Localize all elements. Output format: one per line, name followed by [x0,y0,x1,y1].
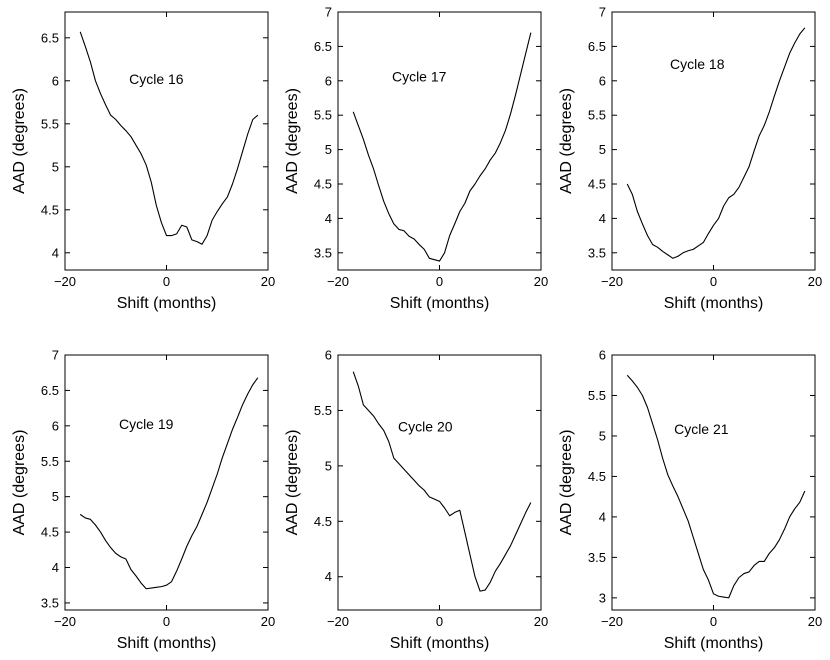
y-tick-label: 5.5 [314,403,332,418]
y-tick-label: 4.5 [314,177,332,192]
series-line [352,371,532,592]
y-axis-label: AAD (degrees) [284,88,301,194]
x-tick-label: −20 [601,614,623,629]
y-tick-label: 5.5 [41,116,59,131]
cycle-annotation: Cycle 20 [398,419,453,435]
y-axis-label: AAD (degrees) [11,430,28,536]
x-axis-label: Shift (months) [664,295,764,312]
y-tick-label: 3.5 [41,595,59,610]
cycle-annotation: Cycle 16 [129,71,184,87]
y-tick-label: 3.5 [588,550,606,565]
y-tick-label: 5 [325,458,332,473]
x-axis-label: Shift (months) [117,635,217,652]
y-axis-label: AAD (degrees) [558,88,575,194]
y-tick-label: 7 [325,5,332,20]
x-axis-label: Shift (months) [390,295,490,312]
plot-frame [64,354,269,611]
y-tick-label: 7 [599,5,606,20]
series-line [626,374,806,599]
cycle-annotation: Cycle 18 [670,56,725,72]
y-tick-label: 4 [52,560,59,575]
y-axis-label: AAD (degrees) [284,430,301,536]
y-tick-label: 5 [52,489,59,504]
y-tick-label: 4 [599,509,606,524]
series-line [626,27,806,259]
x-tick-label: 20 [534,274,548,289]
panel-2: −20 0 20 3.5 4 4.5 5 5.5 6 6.5 7 Shift (months) AAD … [284,5,548,313]
y-tick-label: 6.5 [41,383,59,398]
y-tick-label: 5.5 [588,108,606,123]
y-tick-label: 6.5 [41,30,59,45]
y-tick-label: 5.5 [41,454,59,469]
x-tick-label: 20 [534,614,548,629]
y-tick-label: 4 [325,211,332,226]
y-tick-label: 4 [599,211,606,226]
x-tick-label: −20 [327,274,349,289]
y-tick-label: 6.5 [314,39,332,54]
y-tick-label: 5 [599,428,606,443]
x-tick-label: 0 [436,614,443,629]
y-tick-label: 4.5 [41,202,59,217]
y-tick-label: 4 [325,569,332,584]
panel-4: −20 0 20 3.5 4 4.5 5 5.5 6 6.5 7 Shift (months) AAD … [11,348,275,653]
x-tick-label: 0 [710,274,717,289]
y-tick-label: 6 [52,418,59,433]
y-axis-label: AAD (degrees) [11,88,28,194]
y-tick-label: 6.5 [588,39,606,54]
x-axis-label: Shift (months) [390,635,490,652]
cycle-annotation: Cycle 19 [119,416,174,432]
x-tick-label: −20 [601,274,623,289]
x-tick-label: 0 [163,614,170,629]
plot-frame [64,11,269,271]
x-tick-label: 0 [710,614,717,629]
y-tick-label: 4.5 [588,177,606,192]
panel-3: −20 0 20 3.5 4 4.5 5 5.5 6 6.5 7 Shift (months) AAD … [558,5,822,313]
series-line [79,31,259,245]
y-tick-label: 4.5 [314,514,332,529]
panel-6: −20 0 20 3 3.5 4 4.5 5 5.5 6 Shift (months) AAD (de… [558,348,822,653]
y-tick-label: 5 [599,142,606,157]
x-tick-label: −20 [54,274,76,289]
y-tick-label: 6 [599,348,606,363]
x-tick-label: 0 [163,274,170,289]
y-axis-label: AAD (degrees) [558,430,575,536]
cycle-annotation: Cycle 21 [674,421,729,437]
panel-1: −20 0 20 4 4.5 5 5.5 6 6.5 Shift (months) AAD (deg… [11,11,275,312]
x-tick-label: 20 [808,614,822,629]
plot-frame [337,354,542,611]
x-tick-label: 0 [436,274,443,289]
cycle-annotation: Cycle 17 [392,69,447,85]
y-tick-label: 5.5 [314,108,332,123]
y-tick-label: 7 [52,348,59,363]
y-tick-label: 6 [325,73,332,88]
y-tick-label: 6 [599,73,606,88]
y-tick-label: 4 [52,245,59,260]
plot-frame [337,11,542,271]
y-tick-label: 6 [52,73,59,88]
plot-frame [611,354,816,611]
series-line [79,377,259,590]
x-tick-label: 20 [808,274,822,289]
x-tick-label: 20 [261,274,275,289]
x-tick-label: −20 [54,614,76,629]
y-tick-label: 3.5 [314,245,332,260]
y-tick-label: 4.5 [41,525,59,540]
panel-5: −20 0 20 4 4.5 5 5.5 6 Shift (months) AAD (degree… [284,348,548,653]
y-tick-label: 3 [599,590,606,605]
y-tick-label: 5 [325,142,332,157]
y-tick-label: 3.5 [588,245,606,260]
x-axis-label: Shift (months) [117,295,217,312]
series-line [352,32,532,262]
x-tick-label: 20 [261,614,275,629]
y-tick-label: 6 [325,348,332,363]
x-axis-label: Shift (months) [664,635,764,652]
y-tick-label: 5.5 [588,388,606,403]
plot-frame [611,11,816,271]
x-tick-label: −20 [327,614,349,629]
y-tick-label: 5 [52,159,59,174]
y-tick-label: 4.5 [588,469,606,484]
